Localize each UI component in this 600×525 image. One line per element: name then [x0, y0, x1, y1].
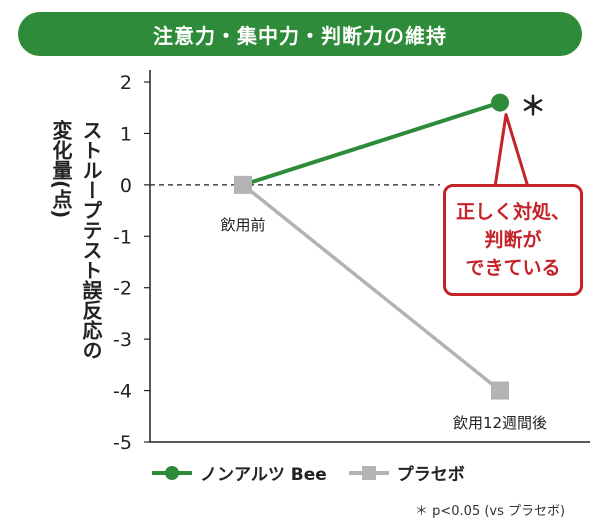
y-tick-label: 1 — [120, 123, 132, 145]
y-tick-label: -5 — [113, 432, 132, 454]
data-point-1-1 — [491, 381, 509, 400]
chart-title: 注意力・集中力・判断力の維持 — [18, 12, 582, 56]
y-axis-label: ストループテスト誤反応の 変化量(点) — [46, 120, 106, 420]
legend-circle-icon — [152, 465, 192, 480]
category-label-0: 飲用前 — [220, 216, 265, 234]
y-tick-label: -1 — [113, 226, 132, 248]
y-tick-label: -4 — [113, 381, 132, 403]
y-tick-label: -2 — [113, 278, 132, 300]
category-label-1: 飲用12週間後 — [453, 414, 547, 432]
legend-item-nonalz: ノンアルツ Bee — [150, 460, 327, 485]
footnote: ＊ p<0.05 (vs プラセボ) — [415, 504, 566, 519]
annotation-callout: 正しく対処、 判断が できている — [443, 184, 583, 296]
y-axis-label-line-1: ストループテスト誤反応の — [79, 120, 103, 360]
legend-item-placebo: プラセボ — [347, 460, 465, 485]
data-point-1-0 — [234, 175, 252, 194]
callout-pointer — [493, 113, 530, 189]
data-point-0-1 — [491, 93, 509, 112]
chart-title-text: 注意力・集中力・判断力の維持 — [153, 23, 447, 48]
legend: ノンアルツ Bee プラセボ — [150, 460, 465, 485]
y-tick-label: 0 — [120, 175, 132, 197]
legend-label-nonalz: ノンアルツ Bee — [200, 465, 327, 485]
y-axis-label-line-2: 変化量(点) — [49, 120, 73, 219]
y-tick-label: 2 — [120, 72, 132, 94]
annotation-text: 正しく対処、 判断が できている — [455, 201, 570, 279]
series-line-1 — [241, 183, 502, 392]
series-line-0 — [242, 100, 501, 187]
legend-square-icon — [348, 465, 389, 480]
legend-label-placebo: プラセボ — [396, 465, 465, 485]
significance-mark: ＊ — [520, 92, 547, 122]
y-tick-label: -3 — [113, 329, 132, 351]
